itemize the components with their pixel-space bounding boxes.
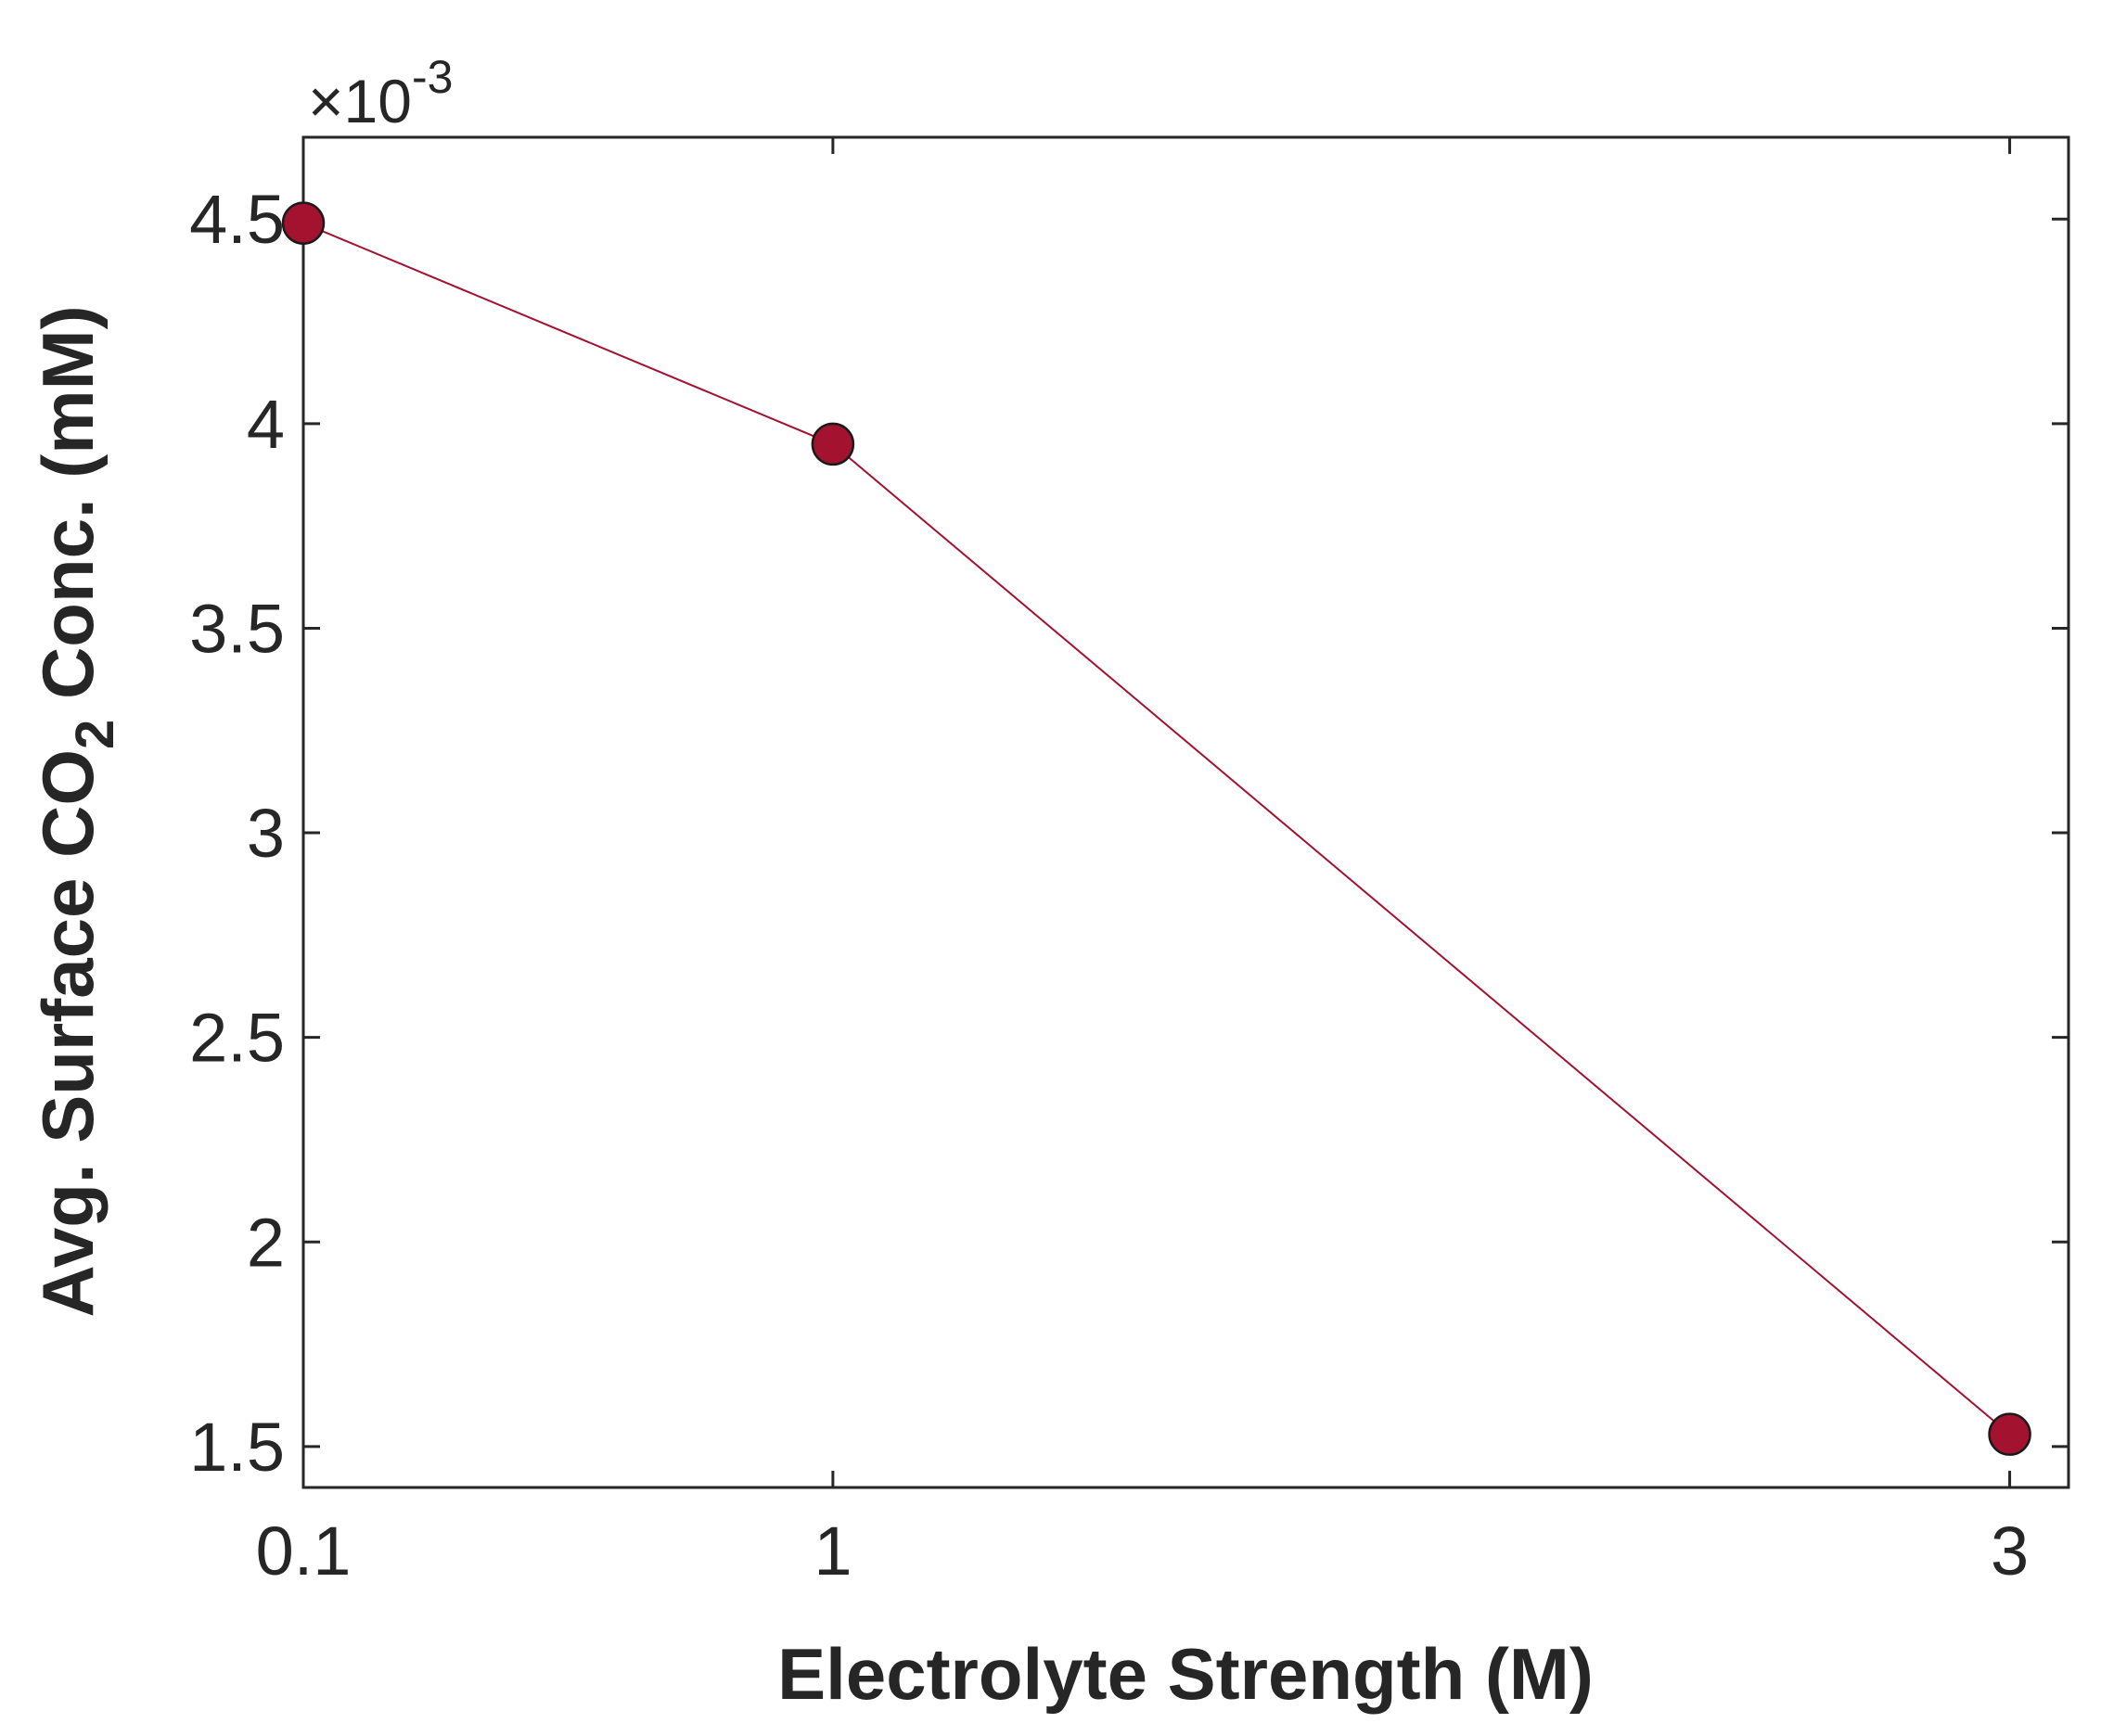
x-axis-title: Electrolyte Strength (M) (777, 1633, 1594, 1715)
y-axis-title-prefix: Avg. Surface CO (27, 749, 109, 1318)
x-tick-label: 1 (813, 1513, 852, 1589)
x-axis-ticks: 0.1 1 3 (256, 137, 2029, 1589)
y-tick-label: 2 (247, 1204, 285, 1281)
plot-area (301, 135, 2070, 1489)
data-point (811, 422, 855, 466)
x-tick-label: 0.1 (256, 1513, 352, 1589)
y-exponent-base: ×10 (308, 67, 412, 135)
y-tick-label: 4.5 (189, 181, 285, 258)
series-layer (281, 201, 2031, 1456)
y-tick-label: 3 (247, 795, 285, 872)
data-point (281, 201, 326, 245)
y-axis-title-subscript: 2 (65, 720, 125, 749)
y-axis-title-suffix: Conc. (mM) (27, 305, 109, 719)
y-tick-label: 3.5 (189, 590, 285, 667)
x-tick-label: 3 (1991, 1513, 2029, 1589)
y-axis-ticks: 1.5 2 2.5 3 3.5 4 4.5 (189, 181, 2069, 1486)
y-tick-label: 4 (247, 386, 285, 463)
y-axis-title: Avg. Surface CO2 Conc. (mM) (27, 305, 125, 1317)
y-exponent-power: -3 (412, 51, 453, 103)
y-tick-label: 1.5 (189, 1409, 285, 1486)
y-exponent-label: ×10-3 (308, 51, 453, 135)
data-point (1988, 1412, 2031, 1456)
y-tick-label: 2.5 (189, 1000, 285, 1077)
